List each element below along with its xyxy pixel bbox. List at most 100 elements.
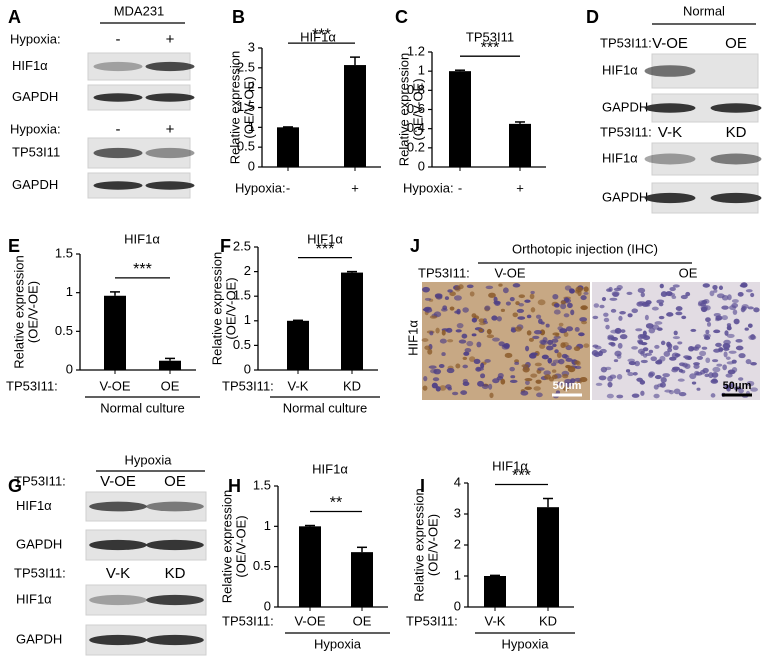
- blot-band: [146, 539, 204, 551]
- lane-label: KD: [165, 565, 186, 582]
- ihc-cell: [522, 366, 530, 373]
- y-tick-label: 0.4: [407, 120, 425, 135]
- panel-letter: D: [586, 7, 599, 27]
- ihc-cell: [744, 327, 749, 331]
- ihc-cell: [480, 362, 485, 369]
- ihc-cell: [458, 339, 467, 344]
- ihc-cell: [672, 345, 679, 351]
- ihc-cell: [484, 305, 491, 311]
- ihc-cell: [655, 360, 663, 365]
- ihc-cell: [703, 336, 711, 340]
- ihc-cell: [701, 299, 708, 305]
- ihc-cell: [491, 315, 498, 321]
- ihc-cell: [610, 308, 617, 313]
- ihc-cell: [738, 377, 744, 381]
- blot-band: [145, 181, 195, 190]
- blot-band: [644, 192, 696, 204]
- ihc-cell: [745, 289, 753, 293]
- ihc-cell: [498, 283, 503, 287]
- y-tick-label: 0: [418, 158, 425, 173]
- ihc-cell: [462, 364, 469, 369]
- ihc-cell: [607, 375, 613, 382]
- ihc-cell: [455, 329, 462, 333]
- ihc-cell: [666, 341, 671, 348]
- panel-letter: J: [410, 236, 420, 256]
- ihc-cell: [524, 299, 531, 303]
- ihc-cell: [578, 332, 585, 337]
- ihc-cell: [654, 344, 660, 349]
- ihc-cell: [648, 327, 656, 334]
- x-tick-label: OE: [161, 378, 180, 393]
- y-tick-label: 0.5: [237, 139, 255, 154]
- y-tick-label: 0: [264, 598, 271, 613]
- ihc-cell: [550, 362, 557, 367]
- ihc-cell: [689, 373, 697, 380]
- ihc-cell: [485, 285, 494, 290]
- ihc-cell: [529, 293, 535, 300]
- ihc-cell: [677, 341, 683, 345]
- ihc-cell: [634, 360, 641, 367]
- blot-band: [89, 594, 147, 606]
- ihc-cell: [488, 292, 496, 298]
- ihc-cell: [530, 290, 535, 295]
- ihc-cell: [453, 295, 462, 301]
- group-label: Hypoxia: [502, 636, 550, 651]
- ihc-cell: [669, 356, 677, 361]
- y-axis-label: (OE/V-OE): [241, 76, 256, 138]
- ihc-cell: [429, 315, 438, 319]
- band-label: HIF1α: [16, 591, 52, 606]
- lane-label: V-K: [658, 124, 682, 141]
- ihc-cell: [560, 303, 567, 310]
- ihc-cell: [701, 346, 708, 350]
- ihc-cell: [455, 363, 461, 369]
- ihc-cell: [605, 324, 610, 330]
- ihc-cell: [424, 297, 432, 301]
- ihc-cell: [505, 301, 511, 306]
- ihc-cell: [583, 286, 589, 292]
- blot-band: [710, 103, 762, 113]
- lane-label: V-K: [106, 565, 130, 582]
- ihc-cell: [489, 392, 494, 399]
- ihc-cell: [544, 374, 551, 380]
- blot-header: Normal: [683, 3, 725, 18]
- ihc-cell: [480, 373, 486, 379]
- ihc-cell: [532, 335, 540, 340]
- ihc-cell: [727, 326, 732, 331]
- ihc-cell: [705, 329, 710, 334]
- ihc-cell: [424, 306, 432, 310]
- ihc-cell: [675, 311, 683, 316]
- y-axis-label: Relative expression: [396, 53, 411, 166]
- ihc-cell: [539, 329, 546, 336]
- ihc-cell: [449, 291, 456, 297]
- ihc-cell: [441, 329, 446, 336]
- ihc-cell: [750, 334, 756, 340]
- ihc-cell: [562, 386, 570, 391]
- chart-title: HIF1α: [307, 231, 343, 246]
- ihc-cell: [716, 363, 723, 367]
- x-condition-label: TP53I11:: [406, 613, 458, 628]
- ihc-cell: [547, 357, 553, 364]
- ihc-cell: [422, 385, 428, 391]
- ihc-cell: [556, 352, 562, 358]
- ihc-cell: [514, 326, 522, 332]
- band-label: GAPDH: [602, 189, 648, 204]
- ihc-cell: [461, 333, 468, 339]
- ihc-cell: [510, 375, 516, 379]
- ihc-cell: [447, 339, 454, 343]
- bar: [277, 127, 299, 167]
- y-axis-label: (OE/V-OE): [223, 277, 238, 339]
- panel-letter: F: [220, 236, 231, 256]
- ihc-cell: [606, 393, 614, 399]
- ihc-cell: [432, 377, 440, 382]
- y-tick-label: 2: [244, 263, 251, 278]
- ihc-cell: [604, 366, 612, 371]
- ihc-cell: [696, 355, 704, 360]
- ihc-cell: [562, 373, 569, 379]
- lane-label: +: [166, 31, 175, 48]
- ihc-cell: [486, 334, 495, 339]
- ihc-cell: [671, 368, 679, 373]
- y-axis-label: (OE/V-OE): [425, 514, 440, 576]
- blot-band: [710, 192, 762, 204]
- ihc-cell: [423, 375, 428, 382]
- y-tick-label: 4: [454, 474, 461, 489]
